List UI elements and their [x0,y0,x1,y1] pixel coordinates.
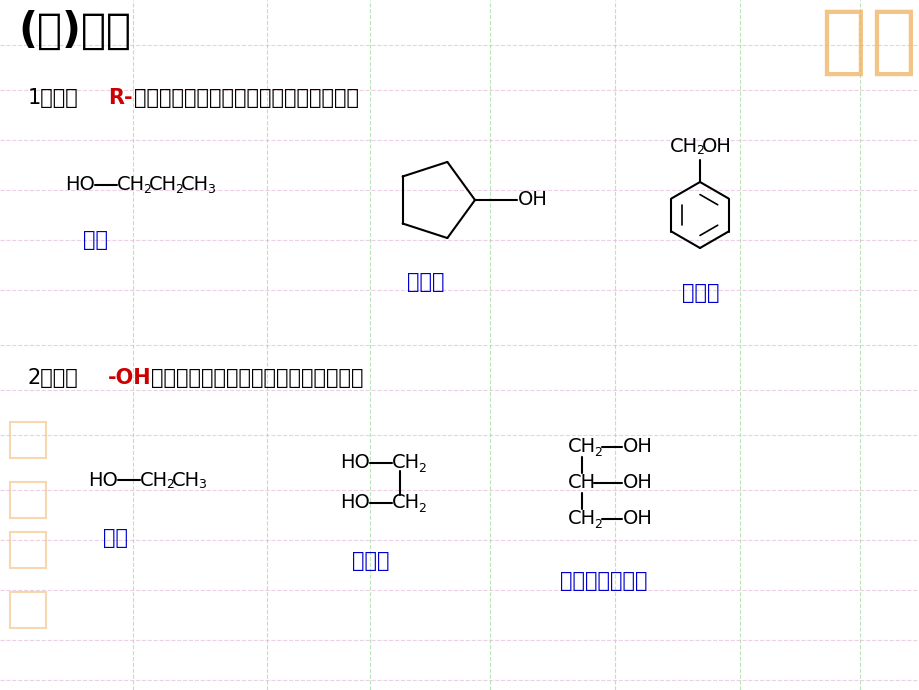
Text: CH: CH [567,509,596,529]
Text: 环戊醇: 环戊醇 [406,272,444,292]
Text: 2: 2 [594,518,601,531]
Text: 2: 2 [417,462,425,475]
Text: CH: CH [149,175,177,195]
Text: 3: 3 [198,478,206,491]
Text: 祥: 祥 [869,5,915,79]
Text: 2: 2 [594,446,601,458]
Text: CH: CH [181,175,209,195]
Text: 乙醇: 乙醇 [103,528,128,548]
Text: 的数目分为：一元醇、二元醇、多元醇: 的数目分为：一元醇、二元醇、多元醇 [151,368,363,388]
Text: 吉: 吉 [819,5,865,79]
Text: 丙醇: 丙醇 [83,230,108,250]
Text: CH: CH [140,471,168,489]
Text: HO: HO [340,493,369,513]
Text: 苯甲醇: 苯甲醇 [681,283,719,303]
Text: 2: 2 [417,502,425,515]
Text: HO: HO [340,453,369,473]
Text: 1、根据: 1、根据 [28,88,79,108]
Text: 3: 3 [207,184,215,197]
Text: 丙三醇（甘油）: 丙三醇（甘油） [560,571,647,591]
Text: -OH: -OH [108,368,152,388]
Text: OH: OH [517,190,548,210]
Text: 2、根据: 2、根据 [28,368,79,388]
Text: R-: R- [108,88,132,108]
Text: OH: OH [622,509,652,529]
Text: CH: CH [391,493,420,513]
Text: 乙二醇: 乙二醇 [352,551,389,571]
Text: 2: 2 [175,184,183,197]
Text: CH: CH [567,473,596,493]
Text: OH: OH [622,437,652,457]
Text: HO: HO [65,175,95,195]
Text: CH: CH [567,437,596,457]
Text: CH: CH [117,175,145,195]
Text: OH: OH [622,473,652,493]
Text: CH: CH [391,453,420,473]
Text: 2: 2 [696,144,703,157]
Text: (二)分类: (二)分类 [18,10,130,52]
Text: CH: CH [669,137,698,155]
Text: HO: HO [88,471,118,489]
Text: 的不同可分为：脂肪醇、脂环醇、芳香醇: 的不同可分为：脂肪醇、脂环醇、芳香醇 [134,88,358,108]
Text: OH: OH [701,137,732,155]
Text: 2: 2 [142,184,151,197]
Text: 2: 2 [165,478,174,491]
Text: CH: CH [172,471,200,489]
